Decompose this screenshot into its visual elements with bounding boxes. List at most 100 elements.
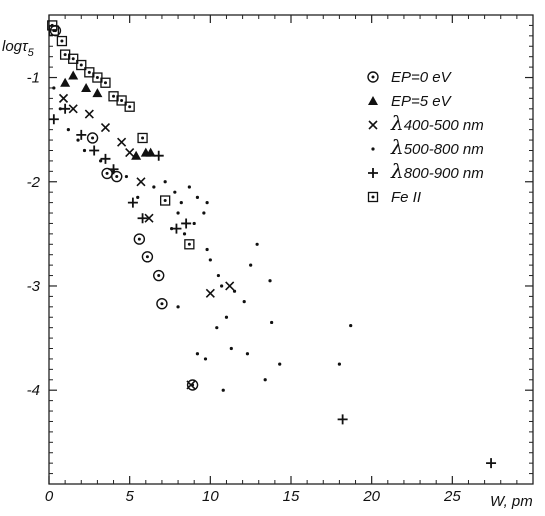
point-500-800-nm — [349, 323, 353, 328]
y-tick-label: -3 — [27, 278, 41, 295]
point-fe-ii — [116, 95, 127, 106]
point-400-500-nm — [100, 122, 111, 133]
point-ep-0-ev — [111, 170, 123, 183]
series-400-500-nm — [58, 93, 235, 390]
point-fe-ii — [84, 67, 95, 78]
point-800-900-nm — [100, 153, 111, 164]
point-500-800-nm — [337, 362, 341, 366]
y-axis-title: logτ5 — [2, 38, 35, 59]
point-500-800-nm — [220, 284, 224, 288]
point-ep-5-ev — [68, 70, 79, 80]
point-500-800-nm — [229, 346, 233, 351]
x-tick-label: 5 — [125, 488, 134, 505]
legend-marker-500-800-nm — [371, 147, 375, 151]
point-500-800-nm — [203, 357, 208, 361]
legend-marker-ep-5-ev — [368, 96, 378, 105]
point-500-800-nm — [202, 211, 206, 215]
point-500-800-nm — [76, 138, 80, 142]
point-ep-0-ev — [86, 132, 99, 144]
point-400-500-nm — [68, 104, 78, 114]
point-500-800-nm — [176, 211, 180, 215]
point-500-800-nm — [224, 315, 229, 319]
point-400-500-nm — [144, 213, 154, 223]
point-400-500-nm — [58, 93, 69, 103]
point-500-800-nm — [255, 242, 259, 246]
x-tick-label: 25 — [443, 488, 461, 505]
point-fe-ii — [124, 101, 135, 112]
legend-item-ep-0-ev: EP=0 eV — [367, 69, 453, 86]
legend-label: EP=5 eV — [391, 93, 453, 110]
data-points — [47, 20, 497, 469]
legend-item-400-500-nm: λ400-500 nm — [368, 111, 484, 135]
point-500-800-nm — [173, 190, 177, 194]
point-800-900-nm — [137, 213, 148, 224]
point-ep-5-ev — [145, 147, 156, 157]
point-500-800-nm — [216, 273, 220, 278]
point-500-800-nm — [176, 305, 180, 309]
point-800-900-nm — [486, 458, 497, 469]
point-500-800-nm — [152, 185, 156, 189]
plot-border — [48, 14, 534, 485]
point-400-500-nm — [136, 177, 146, 187]
point-500-800-nm — [270, 320, 274, 325]
point-ep-0-ev — [153, 269, 165, 282]
point-ep-5-ev — [81, 82, 92, 92]
series-800-900-nm — [48, 103, 497, 469]
point-fe-ii — [137, 132, 148, 144]
legend-label: Fe II — [391, 189, 421, 206]
x-tick-label: 20 — [362, 488, 380, 505]
point-500-800-nm — [66, 128, 70, 132]
point-400-500-nm — [117, 137, 127, 147]
point-500-800-nm — [136, 195, 140, 199]
legend-marker-ep-0-ev — [367, 71, 379, 83]
point-500-800-nm — [208, 258, 212, 262]
legend-item-500-800-nm: λ500-800 nm — [371, 135, 484, 159]
legend-marker-800-900-nm — [368, 168, 378, 178]
point-fe-ii — [92, 72, 103, 83]
point-800-900-nm — [171, 223, 182, 234]
legend-marker-fe-ii — [367, 191, 379, 203]
x-tick-label: 0 — [45, 488, 54, 505]
point-800-900-nm — [48, 114, 59, 125]
point-500-800-nm — [268, 279, 272, 283]
point-500-800-nm — [179, 201, 183, 205]
point-ep-5-ev — [60, 77, 71, 87]
legend-label: EP=0 eV — [391, 69, 453, 86]
point-500-800-nm — [278, 362, 282, 366]
point-500-800-nm — [124, 174, 129, 179]
point-500-800-nm — [82, 148, 87, 153]
point-500-800-nm — [187, 185, 191, 189]
point-800-900-nm — [127, 197, 138, 208]
point-400-500-nm — [186, 380, 196, 390]
point-400-500-nm — [125, 148, 135, 158]
point-800-900-nm — [181, 218, 192, 229]
plot-frame — [48, 14, 534, 485]
point-500-800-nm — [215, 326, 219, 330]
point-fe-ii — [48, 25, 59, 36]
point-500-800-nm — [52, 86, 56, 90]
point-ep-0-ev — [156, 297, 168, 310]
axis-ticks: 0 5 10 15 20 25 -1 -2 -3 -4 — [27, 15, 533, 505]
series-fe-ii — [47, 20, 195, 250]
y-tick-label: -4 — [27, 382, 40, 399]
x-tick-label: 15 — [283, 488, 300, 505]
point-800-900-nm — [76, 129, 87, 140]
point-fe-ii — [100, 77, 111, 88]
point-800-900-nm — [153, 150, 164, 161]
point-fe-ii — [160, 195, 171, 206]
series-500-800-nm — [52, 86, 353, 392]
legend-item-ep-5-ev: EP=5 eV — [368, 93, 453, 110]
y-tick-label: -1 — [27, 70, 40, 87]
legend-item-fe-ii: Fe II — [367, 189, 421, 206]
point-500-800-nm — [205, 247, 209, 252]
point-400-500-nm — [84, 109, 94, 119]
point-fe-ii — [56, 35, 68, 47]
series-ep-5-ev — [60, 70, 156, 160]
legend-label: λ500-800 nm — [390, 135, 484, 159]
point-500-800-nm — [195, 195, 200, 199]
point-500-800-nm — [245, 352, 250, 356]
x-axis-title: W, pm — [490, 493, 533, 510]
point-500-800-nm — [242, 300, 246, 304]
